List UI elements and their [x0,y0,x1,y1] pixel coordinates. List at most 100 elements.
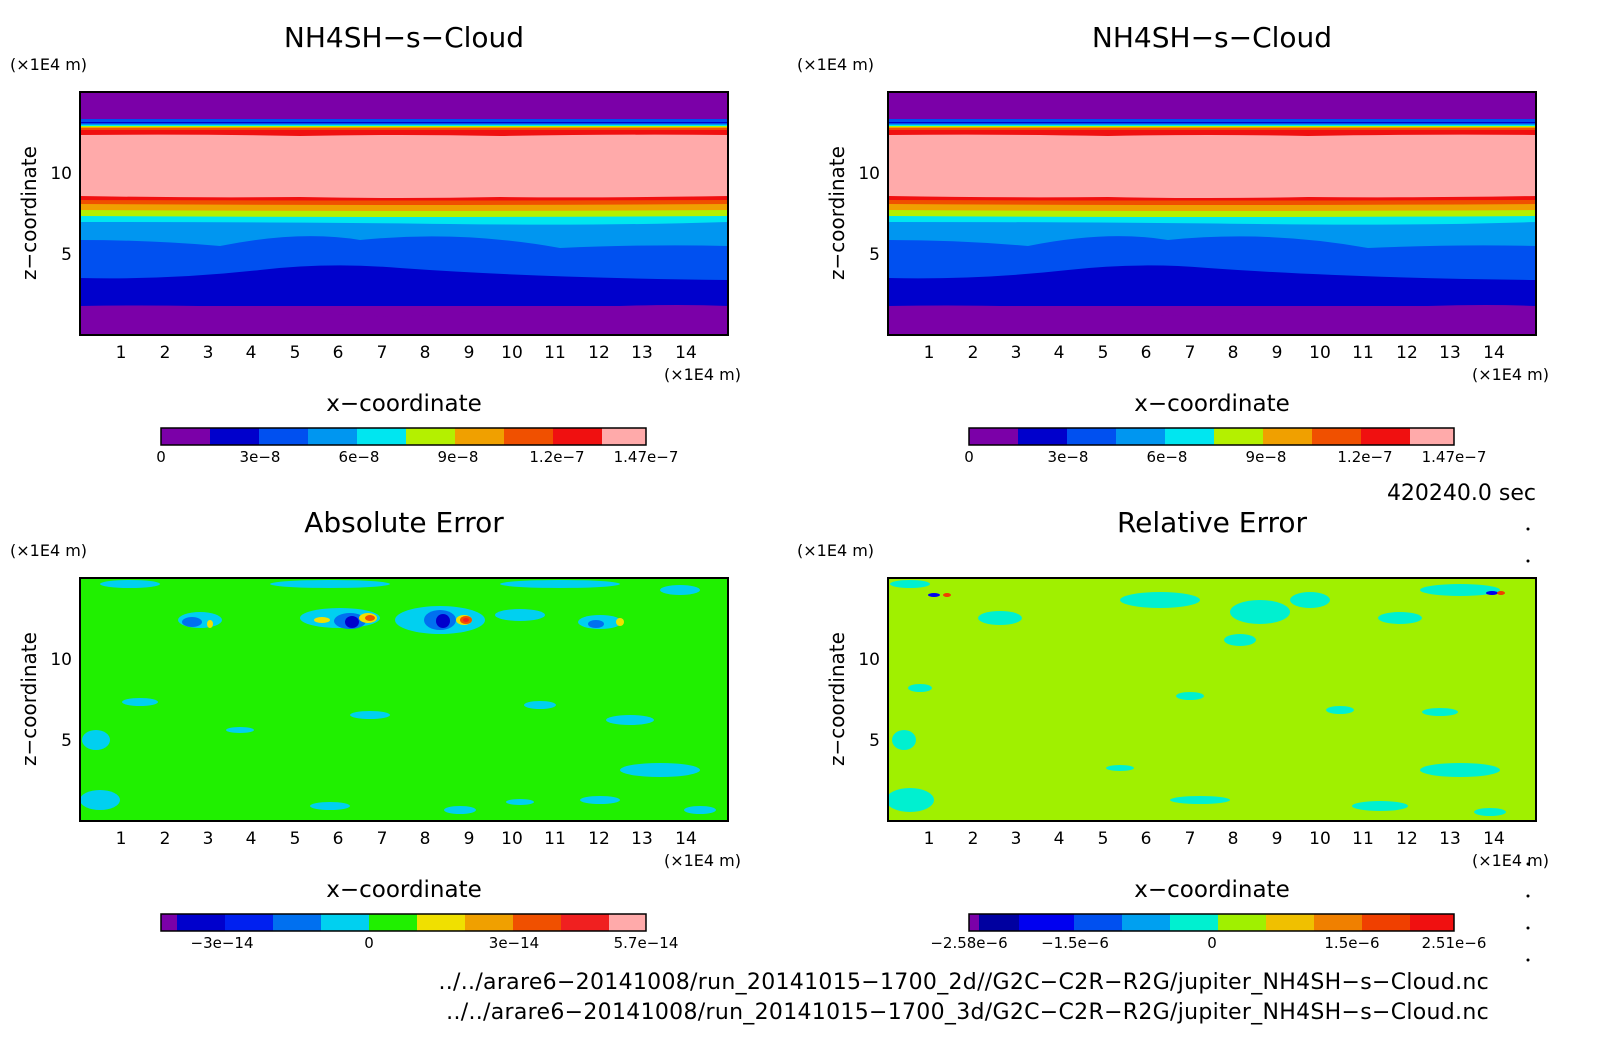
x-unit-label: (×1E4 m) [664,851,741,870]
x-tick-label: 9 [1272,829,1283,849]
x-tick-label: 14 [1483,829,1505,849]
x-tick-labels: 1 2 3 4 5 6 7 8 9 10 11 12 13 14 [116,829,697,849]
y-tick-label: 10 [50,164,72,184]
panel-title: NH4SH−s−Cloud [284,21,524,54]
time-label: 420240.0 sec [1387,481,1536,506]
y-unit-label: (×1E4 m) [10,55,87,74]
x-tick-label: 4 [246,829,257,849]
y-tick-label: 5 [869,245,880,265]
x-tick-label: 6 [333,343,344,363]
x-tick-label: 7 [1185,343,1196,363]
x-tick-label: 5 [1098,343,1109,363]
y-unit-label: (×1E4 m) [10,541,87,560]
colorbar-label: 6e−8 [1147,448,1188,466]
x-tick-labels: 1 2 3 4 5 6 7 8 9 10 11 12 13 14 [924,343,1505,363]
x-unit-label: (×1E4 m) [1472,365,1549,384]
plot-frame [79,91,729,336]
x-tick-label: 10 [1309,343,1331,363]
x-tick-label: 6 [1141,829,1152,849]
x-tick-label: 13 [1439,343,1461,363]
colorbar-label: 0 [364,934,374,952]
x-tick-label: 3 [203,343,214,363]
x-tick-label: 1 [924,343,935,363]
x-tick-label: 8 [420,829,431,849]
y-tick-label: 10 [858,164,880,184]
panel-4: Relative Error (×1E4 m) [797,506,1549,952]
x-tick-label: 4 [246,343,257,363]
colorbar-label: −2.58e−6 [930,934,1007,952]
colorbar-label: 3e−14 [489,934,539,952]
x-tick-label: 3 [203,829,214,849]
colorbar-label: 1.2e−7 [1337,448,1392,466]
y-tick-labels: 5 10 [50,650,72,751]
x-tick-label: 5 [290,829,301,849]
colorbar-label: 1.2e−7 [529,448,584,466]
x-tick-label: 11 [544,829,566,849]
y-tick-label: 5 [61,731,72,751]
x-tick-label: 1 [924,829,935,849]
x-tick-label: 12 [1396,343,1418,363]
colorbar-labels: −2.58e−6 −1.5e−6 0 1.5e−6 2.51e−6 [930,934,1486,952]
x-tick-label: 13 [1439,829,1461,849]
colorbar-label: 0 [156,448,166,466]
colorbar-labels: 0 3e−8 6e−8 9e−8 1.2e−7 1.47e−7 [156,448,678,466]
x-tick-label: 10 [1309,829,1331,849]
x-tick-label: 7 [377,343,388,363]
y-axis-label: z−coordinate [17,632,41,766]
x-tick-label: 4 [1054,343,1065,363]
x-tick-label: 8 [420,343,431,363]
x-tick-label: 10 [501,829,523,849]
y-tick-labels: 5 10 [858,650,880,751]
x-tick-label: 4 [1054,829,1065,849]
colorbar-label: 3e−8 [1048,448,1089,466]
panel-2: NH4SH−s−Cloud (×1E4 m) 1 2 3 4 5 6 7 [797,21,1549,466]
colorbar-label: 6e−8 [339,448,380,466]
heatmap-field [888,92,1536,335]
x-axis-label: x−coordinate [1134,391,1290,417]
colorbar [160,913,647,932]
panel-3: Absolute Error (×1E4 m) [10,506,741,952]
colorbar [160,427,647,446]
x-unit-label: (×1E4 m) [664,365,741,384]
x-tick-label: 2 [968,829,979,849]
y-tick-labels: 5 10 [858,164,880,265]
y-axis-label: z−coordinate [17,146,41,280]
colorbar-labels: −3e−14 0 3e−14 5.7e−14 [191,934,679,952]
x-unit-label: (×1E4 m) [1472,851,1549,870]
x-tick-labels: 1 2 3 4 5 6 7 8 9 10 11 12 13 14 [924,829,1505,849]
x-tick-label: 12 [588,343,610,363]
x-tick-label: 2 [160,829,171,849]
heatmap-field [80,92,728,335]
x-tick-labels: 1 2 3 4 5 6 7 8 9 10 11 12 13 14 [116,343,697,363]
colorbar-label: 1.47e−7 [1422,448,1487,466]
colorbar-label: 0 [1207,934,1217,952]
colorbar-label: 1.47e−7 [614,448,679,466]
colorbar [968,427,1455,446]
y-axis-label: z−coordinate [825,632,849,766]
x-tick-label: 5 [1098,829,1109,849]
file-path-2d: ../../arare6−20141008/run_20141015−1700_… [438,970,1489,995]
y-tick-label: 5 [869,731,880,751]
x-tick-label: 11 [1352,829,1374,849]
x-tick-label: 12 [1396,829,1418,849]
plot-frame [887,577,1537,822]
margin-dots [1526,527,1530,962]
colorbar-label: 5.7e−14 [614,934,679,952]
y-tick-labels: 5 10 [50,164,72,265]
x-tick-label: 1 [116,829,127,849]
x-tick-label: 13 [631,343,653,363]
x-tick-label: 13 [631,829,653,849]
x-tick-label: 11 [544,343,566,363]
y-tick-label: 10 [858,650,880,670]
x-tick-label: 9 [464,343,475,363]
plot-frame [887,91,1537,336]
x-tick-label: 7 [1185,829,1196,849]
x-tick-label: 5 [290,343,301,363]
heatmap-field [888,578,1536,821]
x-axis-label: x−coordinate [1134,877,1290,903]
file-path-3d: ../../arare6−20141008/run_20141015−1700_… [446,1000,1489,1025]
heatmap-field [80,578,728,821]
x-tick-label: 2 [968,343,979,363]
x-tick-label: 7 [377,829,388,849]
